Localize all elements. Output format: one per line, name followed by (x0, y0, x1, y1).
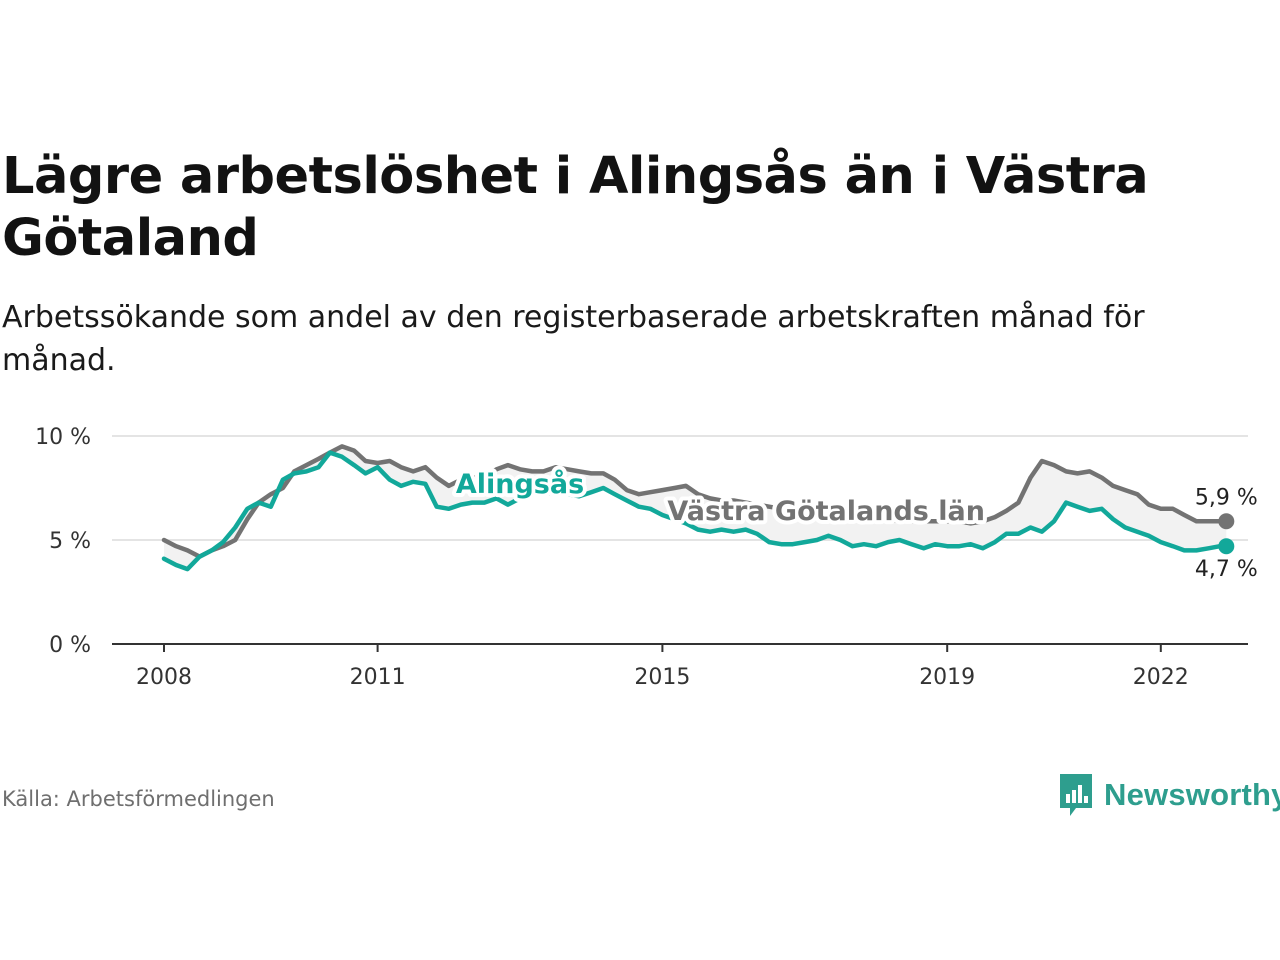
series-endpoint (1218, 513, 1235, 530)
x-tick-label: 2022 (1133, 665, 1189, 690)
newsworthy-brand[interactable]: Newsworthy (1058, 772, 1280, 818)
series-lines (161, 444, 1235, 572)
y-tick-label: 5 % (49, 529, 91, 554)
series-labels: 5,9 % 4,7 % Alingsås Västra Götalands län (452, 464, 1258, 582)
series-line-alingsas (161, 450, 1229, 572)
x-tick-label: 2015 (634, 665, 690, 690)
x-tick-label: 2019 (919, 665, 975, 690)
newsworthy-logo-icon (1060, 774, 1092, 816)
series-line-vastra-gotaland (161, 444, 1229, 559)
series-endpoint (1218, 538, 1235, 555)
series-name-annotation: Alingsås (456, 468, 584, 500)
series-name-annotation: Västra Götalands län (667, 496, 985, 527)
difference-band-area (164, 446, 1227, 570)
axes: 0 % 5 % 10 % 2008 2011 2015 2019 2022 (35, 425, 1248, 690)
chart-subtitle: Arbetssökande som andel av den registerb… (2, 300, 1145, 378)
x-tick-label: 2011 (350, 665, 406, 690)
difference-band (164, 446, 1227, 570)
line-chart: 0 % 5 % 10 % 2008 2011 2015 2019 2022 5,9 % 4,7 … (35, 425, 1258, 690)
series-end-label: 4,7 % (1195, 557, 1258, 582)
series-end-label: 5,9 % (1195, 485, 1258, 510)
y-tick-label: 0 % (49, 633, 91, 658)
y-tick-label: 10 % (35, 425, 91, 450)
source-note: Källa: Arbetsförmedlingen (2, 787, 275, 811)
x-tick-label: 2008 (136, 665, 192, 690)
gridlines (112, 435, 1248, 541)
chart-title: Lägre arbetslöshet i Alingsås än i Västr… (2, 147, 1149, 268)
brand-name: Newsworthy (1104, 777, 1280, 812)
